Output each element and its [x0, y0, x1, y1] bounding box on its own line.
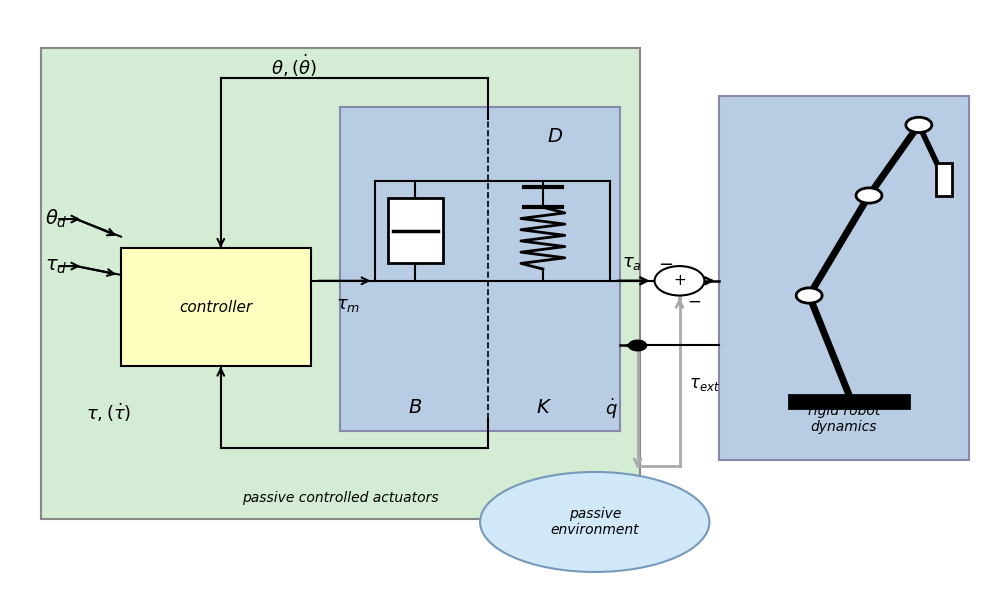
Text: $\theta_d$: $\theta_d$: [45, 208, 68, 230]
Circle shape: [856, 188, 882, 203]
Text: controller: controller: [179, 300, 252, 315]
Bar: [388, 199, 443, 263]
Bar: [340, 108, 620, 431]
Circle shape: [796, 288, 822, 303]
Bar: [936, 163, 952, 196]
Bar: [789, 395, 909, 408]
Text: $-$: $-$: [687, 291, 702, 309]
Text: K: K: [537, 398, 549, 417]
Text: B: B: [409, 398, 422, 417]
Bar: [719, 96, 969, 460]
Text: D: D: [547, 127, 562, 146]
Text: $\tau, (\dot{\tau})$: $\tau, (\dot{\tau})$: [86, 402, 132, 424]
Text: $+$: $+$: [673, 273, 686, 288]
Text: $\theta, (\dot{\theta})$: $\theta, (\dot{\theta})$: [271, 53, 316, 79]
Text: $\tau_d$: $\tau_d$: [45, 256, 67, 275]
Ellipse shape: [480, 472, 709, 572]
Bar: [121, 248, 311, 366]
Bar: [41, 48, 640, 519]
Text: rigid robot
dynamics: rigid robot dynamics: [808, 404, 880, 434]
Circle shape: [906, 117, 932, 132]
Circle shape: [629, 340, 647, 351]
Text: $\tau_{ext}$: $\tau_{ext}$: [689, 375, 720, 393]
Text: $-$: $-$: [658, 254, 673, 272]
Text: $\tau_a$: $\tau_a$: [622, 254, 641, 272]
Text: passive controlled actuators: passive controlled actuators: [242, 492, 439, 505]
Text: passive
environment: passive environment: [550, 507, 639, 537]
Text: $\tau_m$: $\tau_m$: [336, 296, 361, 313]
Text: $\dot{q}$: $\dot{q}$: [605, 397, 618, 421]
Circle shape: [655, 266, 704, 296]
